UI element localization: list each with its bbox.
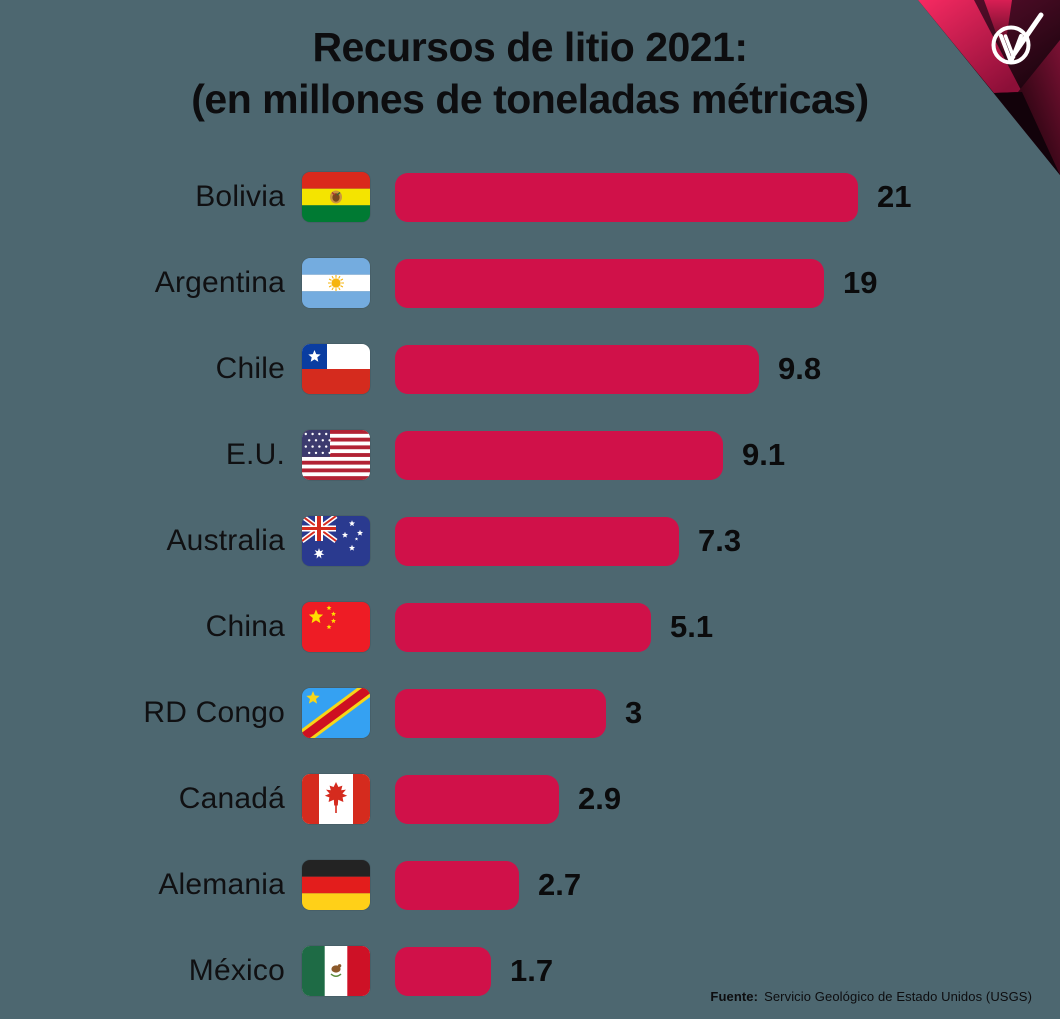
source-note: Fuente: Servicio Geológico de Estado Unid… — [710, 989, 1032, 1004]
chart-title-line1: Recursos de litio 2021: — [312, 24, 748, 70]
chart-row: Argentina 19 — [0, 240, 1060, 326]
chart-row: Chile 9.8 — [0, 326, 1060, 412]
brand-badge — [900, 0, 1060, 180]
chart-title-line2: (en millones de toneladas métricas) — [191, 75, 869, 122]
value-label: 1.7 — [510, 953, 554, 988]
value-label: 2.9 — [578, 781, 622, 816]
flag-canada-icon — [302, 774, 370, 824]
value-bar — [395, 774, 559, 824]
value-bar — [395, 516, 679, 566]
country-label: RD Congo — [143, 696, 285, 729]
country-label: Alemania — [158, 868, 285, 901]
chart-title: Recursos de litio 2021: (en millones de … — [0, 22, 1060, 125]
chart-row: RD Congo 3 — [0, 670, 1060, 756]
chart-row: China 5.1 — [0, 584, 1060, 670]
value-label: 9.8 — [778, 351, 822, 386]
flag-argentina-icon — [302, 258, 370, 308]
chart-row: Canadá 2.9 — [0, 756, 1060, 842]
chart-row: México 1.7 — [0, 928, 1060, 1014]
flag-mexico-icon — [302, 946, 370, 996]
value-bar — [395, 946, 491, 996]
flag-australia-icon — [302, 516, 370, 566]
flag-usa-icon — [302, 430, 370, 480]
flag-germany-icon — [302, 860, 370, 910]
country-label: Australia — [166, 524, 285, 557]
source-text: Servicio Geológico de Estado Unidos (USG… — [764, 989, 1032, 1004]
country-label: E.U. — [225, 438, 285, 471]
country-label: México — [188, 954, 285, 987]
value-bar — [395, 172, 858, 222]
value-label: 2.7 — [538, 867, 582, 902]
value-bar — [395, 688, 606, 738]
value-bar — [395, 344, 759, 394]
flag-chile-icon — [302, 344, 370, 394]
value-bar — [395, 430, 723, 480]
value-label: 5.1 — [670, 609, 714, 644]
source-label: Fuente: — [710, 989, 759, 1004]
country-label: China — [205, 610, 285, 643]
flag-china-icon — [302, 602, 370, 652]
value-bar — [395, 602, 651, 652]
check-circle-logo-icon — [918, 0, 1060, 175]
value-bar — [395, 860, 519, 910]
chart-row: Australia 7.3 — [0, 498, 1060, 584]
country-label: Canadá — [178, 782, 285, 815]
bar-chart: Bolivia 21 Argentina 19 Chile 9.8 E.U. 9.1 Austr… — [0, 154, 1060, 1014]
country-label: Argentina — [154, 266, 285, 299]
value-label: 19 — [843, 265, 878, 300]
value-label: 3 — [625, 695, 643, 730]
value-bar — [395, 258, 824, 308]
flag-rd-congo-icon — [302, 688, 370, 738]
country-label: Chile — [215, 352, 285, 385]
chart-row: Bolivia 21 — [0, 154, 1060, 240]
value-label: 7.3 — [698, 523, 742, 558]
value-label: 9.1 — [742, 437, 786, 472]
country-label: Bolivia — [195, 180, 285, 213]
chart-row: E.U. 9.1 — [0, 412, 1060, 498]
chart-row: Alemania 2.7 — [0, 842, 1060, 928]
value-label: 21 — [877, 179, 912, 214]
flag-bolivia-icon — [302, 172, 370, 222]
